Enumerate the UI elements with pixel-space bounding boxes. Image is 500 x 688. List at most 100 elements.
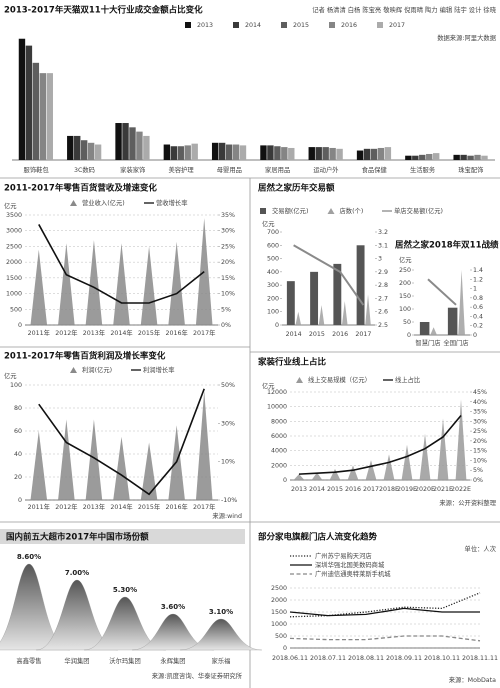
y2-tick-label: 20%: [221, 259, 235, 266]
x-tick-label: 2018.06.11: [272, 655, 308, 662]
bar: [218, 142, 226, 160]
source: 来源:wind: [212, 511, 242, 520]
x-tick-label: 2017年: [193, 502, 215, 511]
legend-label: 2017: [389, 22, 405, 29]
triangle: [365, 460, 377, 480]
source: 来源：MobData: [449, 675, 496, 684]
triangle: [195, 390, 213, 500]
legend-swatch: [281, 22, 287, 28]
legend-label: 线上占比: [395, 375, 420, 384]
y-tick-label: 4000: [271, 448, 287, 455]
chart-title: 2011-2017年零售百货利润及增长率变化: [4, 351, 166, 362]
y-tick-label: 2000: [271, 462, 287, 469]
x-tick-label: 2011年: [28, 328, 50, 337]
x-tick-label: 珠宝配饰: [458, 165, 483, 174]
y2-tick-label: 3.1: [378, 242, 388, 249]
legend-label: 店数(个): [340, 206, 364, 215]
source: 数据来源:阿里大数据: [437, 33, 496, 42]
bar: [122, 123, 129, 160]
y-tick-label: 0: [18, 322, 22, 329]
line: [289, 592, 481, 618]
y2-tick-label: 2.5: [378, 322, 388, 329]
x-tick-label: 2014年: [110, 502, 132, 511]
y2-tick-label: 5%: [221, 306, 231, 313]
y2-tick-label: 1: [473, 286, 477, 293]
bar: [260, 145, 267, 160]
y2-tick-label: 50%: [221, 382, 235, 389]
bar: [129, 127, 136, 160]
y2-tick-label: 30%: [221, 420, 235, 427]
bar: [274, 146, 281, 160]
y2-tick-label: 35%: [473, 409, 487, 416]
y-tick-label: 2500: [6, 243, 22, 250]
chart-title: 国内前五大超市2017年中国市场份额: [6, 532, 149, 543]
y2-tick-label: 0.8: [473, 295, 483, 302]
y2-tick-label: 40%: [473, 399, 487, 406]
bar: [336, 148, 343, 160]
bar: [87, 142, 95, 160]
legend-label: 利润(亿元): [82, 365, 112, 374]
triangle: [347, 465, 359, 480]
bar: [288, 147, 295, 160]
bar: [191, 143, 198, 160]
x-tick-label: 2017: [355, 331, 371, 338]
legend-label: 2016: [341, 22, 357, 29]
y-tick-label: 2000: [6, 259, 22, 266]
x-tick-label: 智慧门店: [415, 338, 440, 347]
triangle: [329, 469, 341, 480]
value-label: 3.10%: [209, 608, 233, 616]
x-tick-label: 服饰鞋包: [24, 165, 50, 174]
y2-tick-label: 5%: [473, 467, 483, 474]
legend-label: 广州迪信通奥特莱斯手机城: [315, 569, 391, 578]
x-tick-label: 2018.08.11: [348, 655, 384, 662]
y2-tick-label: 2.9: [378, 269, 388, 276]
legend-label: 线上交易规模（亿元）: [308, 375, 371, 384]
y-axis-unit: 亿元: [262, 219, 275, 228]
y-axis-unit: 亿元: [4, 201, 17, 210]
legend-swatch: [233, 22, 239, 28]
y-tick-label: 1500: [6, 275, 22, 282]
bell: [180, 618, 262, 651]
y2-tick-label: 30%: [473, 418, 487, 425]
legend-label: 2015: [293, 22, 309, 29]
y2-tick-label: 0.2: [473, 323, 483, 330]
x-tick-label: 生活服务: [410, 165, 436, 174]
y-axis-unit: 亿元: [262, 381, 275, 390]
x-tick-label: 永辉集团: [160, 656, 185, 665]
x-tick-label: 2014: [286, 331, 302, 338]
y-tick-label: 100: [10, 382, 22, 389]
bar: [281, 147, 288, 160]
chart-title: 2013-2017年天猫双11十大行业成交金额占比变化: [4, 5, 203, 16]
y2-tick-label: 0.6: [473, 304, 483, 311]
y-tick-label: 80: [14, 405, 22, 412]
x-tick-label: 2013年: [83, 328, 105, 337]
bar: [481, 155, 488, 160]
chart-title: 家装行业线上占比: [258, 357, 327, 368]
line: [293, 244, 365, 306]
legend-label: 广州苏宁易购天河店: [315, 551, 372, 560]
x-tick-label: 2013: [291, 486, 307, 493]
triangle: [58, 419, 75, 500]
y-tick-label: 150: [399, 293, 411, 300]
legend-label: 深圳华强北国美数码商城: [315, 560, 385, 569]
x-tick-label: 2015: [309, 331, 325, 338]
x-tick-label: 2016年: [165, 502, 187, 511]
bar: [370, 148, 378, 160]
bar: [80, 140, 88, 160]
x-tick-label: 3C数码: [74, 165, 95, 174]
triangle: [341, 301, 348, 325]
triangle: [318, 305, 325, 325]
line: [289, 635, 481, 642]
bar: [426, 153, 433, 160]
y-tick-label: 1000: [6, 291, 22, 298]
y-tick-label: 0: [283, 477, 287, 484]
x-tick-label: 2018.11.11: [462, 655, 498, 662]
triangle: [113, 243, 130, 325]
x-tick-label: 2020E: [415, 486, 435, 493]
legend-swatch: [260, 208, 266, 214]
y-tick-label: 300: [267, 282, 279, 289]
x-tick-label: 2021E: [433, 486, 453, 493]
y-tick-label: 2000: [271, 597, 287, 604]
y-tick-label: 50: [403, 319, 411, 326]
bar: [286, 281, 295, 325]
